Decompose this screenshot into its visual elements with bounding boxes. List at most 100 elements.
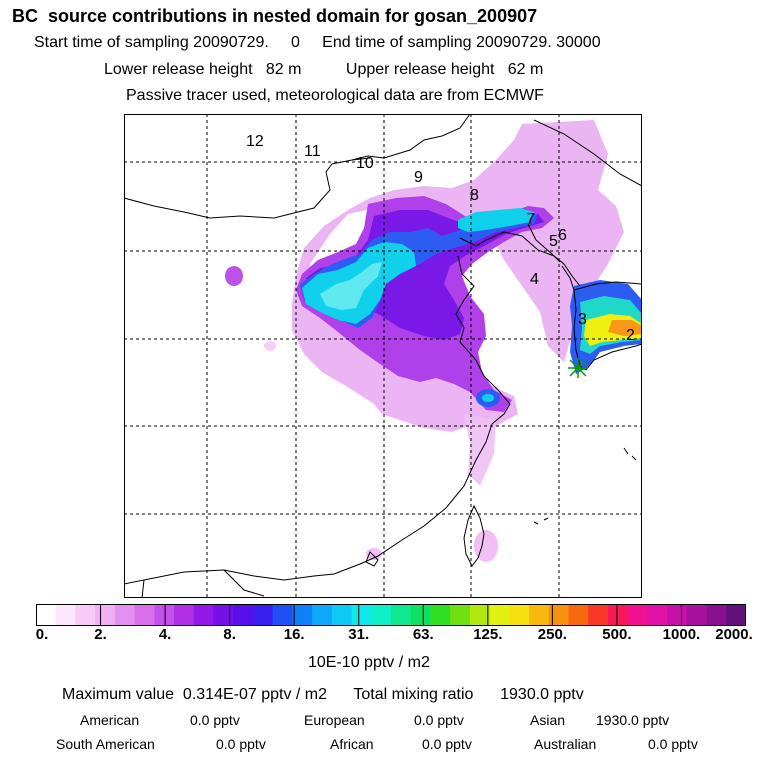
legend-tick-label: 2000.	[715, 626, 753, 643]
legend-swatch	[213, 604, 234, 626]
region-american: American	[80, 712, 140, 728]
region-australian: Australian	[534, 736, 597, 752]
summary-line: Maximum value 0.314E-07 pptv / m2 Total …	[62, 686, 584, 704]
legend-swatch	[529, 604, 550, 626]
patch-west-2	[264, 341, 276, 351]
legend-swatch	[548, 604, 570, 626]
legend-swatch	[627, 604, 648, 626]
end-time-label: End time of sampling 20090729. 30000	[322, 34, 601, 51]
legend-swatch	[588, 604, 609, 626]
legend-tick-label: 16.	[283, 626, 305, 643]
concentration-field	[225, 120, 642, 562]
legend-swatch	[726, 604, 746, 626]
traj-label: 3	[578, 311, 587, 328]
source-contribution-map: 12 11 10 9 8 7 6 5 4 3 2	[124, 114, 642, 598]
traj-label: 6	[558, 227, 567, 244]
region-african-value: 0.0 pptv	[422, 736, 472, 752]
legend-tick-label: 2.	[94, 626, 107, 643]
legend-tick-label: 63.	[412, 626, 434, 643]
legend-swatch	[410, 604, 432, 626]
map-frame	[124, 114, 642, 598]
region-south-american-value: 0.0 pptv	[216, 736, 266, 752]
release-heights: Lower release height 82 m Upper release …	[104, 61, 543, 79]
start-time-label: Start time of sampling 20090729. 0	[34, 34, 300, 51]
legend-swatch	[292, 604, 313, 626]
patch-taiwan	[474, 530, 498, 562]
legend-swatch	[686, 604, 708, 626]
region-asian-value: 1930.0 pptv	[596, 712, 670, 728]
legend-swatch	[391, 604, 412, 626]
legend-swatch	[430, 604, 451, 626]
legend-swatch	[272, 604, 293, 626]
traj-label: 11	[304, 143, 321, 160]
legend-tick-label: 0.	[35, 626, 49, 643]
legend-swatch	[351, 604, 372, 626]
traj-label: 5	[549, 233, 558, 250]
legend-swatch	[174, 604, 195, 626]
tracer-note: Passive tracer used, meteorological data…	[126, 87, 544, 104]
graticule	[124, 114, 642, 598]
total-value: 1930.0 pptv	[500, 686, 584, 703]
legend-swatch	[509, 604, 530, 626]
region-american-value: 0.0 pptv	[190, 712, 240, 728]
traj-label: 2	[626, 327, 635, 344]
receptor-site-marker	[568, 358, 588, 378]
patch-shanghai-core	[482, 394, 494, 402]
legend-tick-label: 8.	[223, 626, 236, 643]
legend-tick-label: 4.	[158, 626, 172, 643]
region-european: European	[304, 712, 365, 728]
traj-label: 9	[414, 169, 423, 186]
legend-swatch	[55, 604, 77, 626]
traj-label: 8	[470, 187, 479, 204]
coastlines	[124, 114, 642, 598]
legend-tick-labels: 0. 2. 4. 8. 16. 31. 63. 125. 250. 500. 1000. 2000.	[0, 626, 768, 648]
sampling-times: Start time of sampling 20090729. 0 End t…	[34, 34, 601, 52]
legend-swatch	[233, 604, 254, 626]
figure-title: BC source contributions in nested domain…	[12, 6, 538, 26]
legend-swatch	[331, 604, 353, 626]
legend-swatch	[450, 604, 471, 626]
region-european-value: 0.0 pptv	[414, 712, 464, 728]
legend-tick-label: 125.	[473, 626, 503, 643]
region-south-american: South American	[56, 736, 155, 752]
legend-swatch	[489, 604, 510, 626]
legend-swatch	[154, 604, 175, 626]
legend-swatch	[114, 604, 136, 626]
legend-swatch	[647, 604, 668, 626]
patch-south	[366, 548, 382, 560]
legend-swatch	[193, 604, 215, 626]
trajectory-labels: 12 11 10 9 8 7 6 5 4 3 2	[246, 133, 635, 344]
legend-swatch	[706, 604, 727, 626]
legend-swatch	[75, 604, 96, 626]
traj-label: 10	[356, 155, 374, 172]
patch-west	[225, 266, 243, 286]
legend-swatch	[95, 604, 116, 626]
legend-swatch	[134, 604, 155, 626]
region-asian: Asian	[530, 712, 566, 728]
traj-label: 4	[530, 271, 539, 288]
color-legend	[36, 604, 746, 626]
traj-label: 7	[526, 211, 535, 228]
legend-swatch	[36, 604, 57, 626]
plume-mid-light	[320, 262, 382, 310]
lower-release-label: Lower release height 82 m	[104, 61, 302, 78]
legend-tick-label: 31.	[348, 626, 370, 643]
legend-tick-label: 250.	[537, 626, 567, 643]
legend-swatch	[469, 604, 491, 626]
legend-swatch	[252, 604, 274, 626]
region-australian-value: 0.0 pptv	[648, 736, 698, 752]
legend-frame	[36, 604, 746, 626]
legend-swatch	[607, 604, 629, 626]
legend-swatch	[371, 604, 392, 626]
traj-label: 12	[246, 133, 264, 150]
legend-swatch	[568, 604, 589, 626]
legend-tick-label: 1000.	[662, 626, 701, 643]
legend-swatch	[312, 604, 333, 626]
upper-release-label: Upper release height 62 m	[345, 61, 544, 78]
max-value: Maximum value 0.314E-07 pptv / m2	[62, 686, 328, 703]
legend-units: 10E-10 pptv / m2	[308, 654, 430, 671]
total-label: Total mixing ratio	[353, 686, 474, 703]
legend-swatch	[667, 604, 688, 626]
region-african: African	[330, 736, 374, 752]
legend-tick-label: 500.	[602, 626, 632, 643]
